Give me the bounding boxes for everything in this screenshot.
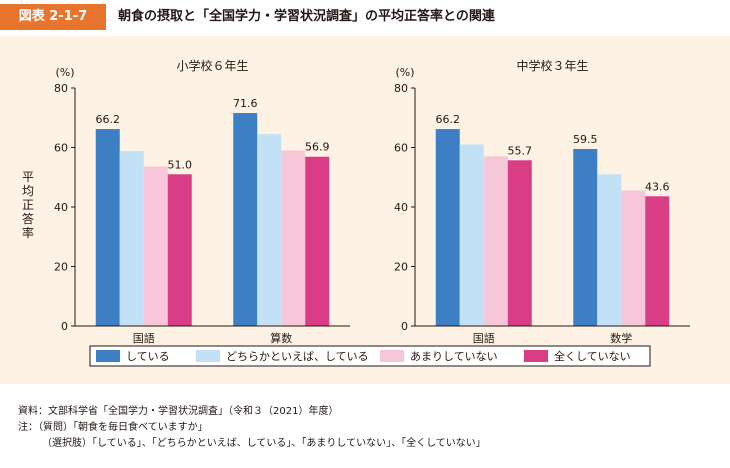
legend-box bbox=[89, 345, 651, 367]
y-tick-label: 20 bbox=[394, 261, 408, 274]
bar-2-1-2 bbox=[459, 144, 484, 326]
y-axis-title: 平均正答率 bbox=[22, 170, 34, 240]
bar-2-1-3 bbox=[483, 156, 508, 326]
y-tick-label: 80 bbox=[54, 82, 68, 95]
bar-1-1-3 bbox=[143, 166, 168, 326]
legend-swatch-1 bbox=[96, 350, 120, 362]
category-label: 国語 bbox=[133, 331, 155, 345]
data-label: 43.6 bbox=[645, 180, 670, 193]
legend-label-1: している bbox=[126, 350, 170, 363]
data-label: 56.9 bbox=[305, 141, 330, 154]
legend-label-2: どちらかといえば、している bbox=[226, 350, 369, 363]
chart-title: 中学校３年生 bbox=[516, 58, 588, 73]
figure-header: 図表 2-1-7 朝食の摂取と「全国学力・学習状況調査」の平均正答率との関連 bbox=[0, 0, 730, 34]
chart-title: 小学校６年生 bbox=[176, 58, 248, 73]
y-tick-label: 40 bbox=[394, 201, 408, 214]
source-note: 資料：文部科学省「全国学力・学習状況調査」（令和３（2021）年度） bbox=[18, 406, 339, 417]
choices-note: （選択肢）「している」、「どちらかといえば、している」、「あまりしていない」、「… bbox=[42, 438, 486, 449]
y-tick-label: 20 bbox=[54, 261, 68, 274]
category-label: 国語 bbox=[473, 331, 495, 345]
bar-1-1-4 bbox=[167, 174, 192, 326]
y-tick-label: 0 bbox=[401, 320, 408, 333]
data-label: 59.5 bbox=[573, 133, 598, 146]
bar-1-2-3 bbox=[281, 150, 306, 326]
legend-label-3: あまりしていない bbox=[410, 350, 498, 363]
legend-label-4: 全くしていない bbox=[554, 349, 631, 363]
legend-swatch-3 bbox=[380, 350, 404, 362]
notes: 資料：文部科学省「全国学力・学習状況調査」（令和３（2021）年度） 注：（質問… bbox=[18, 404, 486, 452]
y-tick-label: 40 bbox=[54, 201, 68, 214]
figure-label: 図表 2-1-7 bbox=[0, 4, 106, 30]
y-tick-label: 60 bbox=[394, 142, 408, 155]
unit-label: (%) bbox=[55, 66, 74, 79]
bar-2-2-1 bbox=[573, 148, 598, 326]
category-label: 数学 bbox=[610, 331, 632, 345]
y-tick-label: 60 bbox=[54, 142, 68, 155]
data-label: 51.0 bbox=[168, 158, 193, 171]
y-tick-label: 0 bbox=[61, 320, 68, 333]
bar-2-1-1 bbox=[435, 129, 460, 326]
bar-2-2-2 bbox=[597, 174, 622, 326]
bar-2-1-4 bbox=[507, 160, 532, 326]
data-label: 71.6 bbox=[233, 97, 258, 110]
question-note: 注：（質問）「朝食を毎日食べていますか」 bbox=[18, 422, 208, 433]
bar-2-2-4 bbox=[645, 196, 670, 326]
data-label: 66.2 bbox=[96, 113, 121, 126]
bar-1-2-4 bbox=[305, 156, 330, 326]
bar-1-2-2 bbox=[257, 134, 282, 326]
legend-swatch-2 bbox=[196, 350, 220, 362]
figure-title: 朝食の摂取と「全国学力・学習状況調査」の平均正答率との関連 bbox=[118, 9, 495, 24]
bar-1-1-2 bbox=[119, 151, 144, 326]
bar-2-2-3 bbox=[621, 190, 646, 326]
bar-1-1-1 bbox=[95, 129, 120, 326]
data-label: 55.7 bbox=[508, 144, 533, 157]
chart-svg: 平均正答率 (%) 小学校６年生 0 20 40 60 80 66.2 51.0 国語 71.6 56.… bbox=[22, 58, 690, 367]
legend-swatch-4 bbox=[524, 350, 548, 362]
unit-label: (%) bbox=[395, 66, 414, 79]
bar-1-2-1 bbox=[233, 112, 258, 327]
category-label: 算数 bbox=[270, 331, 292, 345]
y-tick-label: 80 bbox=[394, 82, 408, 95]
data-label: 66.2 bbox=[436, 113, 461, 126]
